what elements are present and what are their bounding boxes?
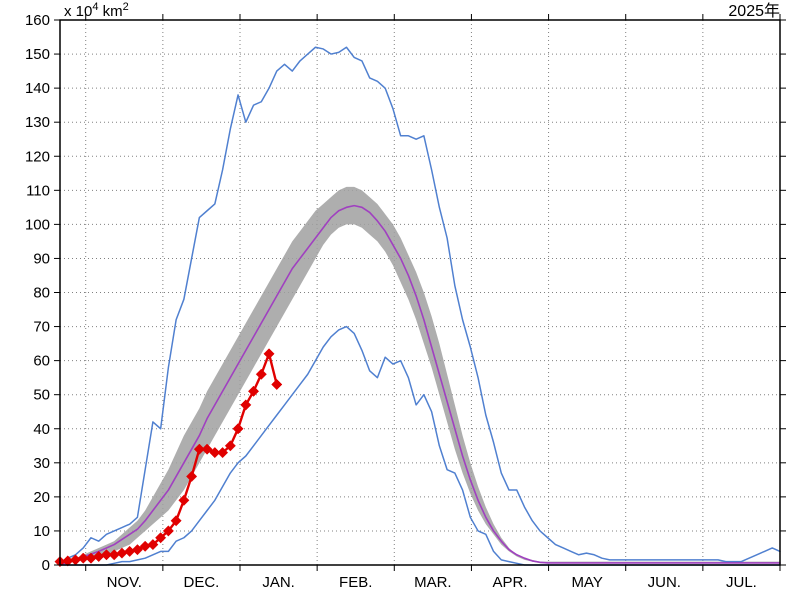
- y-tick-label: 120: [25, 148, 50, 165]
- chart-bg: [0, 0, 800, 600]
- x-month-label: FEB.: [339, 574, 372, 591]
- x-month-label: JUN.: [648, 574, 681, 591]
- y-tick-label: 70: [33, 319, 50, 336]
- x-month-label: APR.: [492, 574, 527, 591]
- y-tick-label: 110: [26, 182, 50, 199]
- y-tick-label: 30: [33, 455, 50, 472]
- y-tick-label: 150: [25, 46, 50, 63]
- y-tick-label: 10: [33, 523, 50, 540]
- x-month-label: MAY: [571, 574, 602, 591]
- y-tick-label: 20: [33, 489, 50, 506]
- y-tick-label: 130: [25, 114, 50, 131]
- x-month-label: MAR.: [414, 574, 452, 591]
- y-tick-label: 50: [33, 387, 50, 404]
- y-tick-label: 140: [25, 80, 50, 97]
- y-tick-label: 40: [33, 421, 50, 438]
- y-tick-label: 90: [33, 250, 50, 267]
- x-month-label: JAN.: [262, 574, 295, 591]
- x-month-label: DEC.: [184, 574, 220, 591]
- y-tick-label: 80: [33, 285, 50, 302]
- y-tick-label: 160: [25, 12, 50, 29]
- chart-title-right: 2025年: [728, 2, 780, 20]
- y-tick-label: 60: [33, 353, 50, 370]
- x-month-label: NOV.: [107, 574, 142, 591]
- y-tick-label: 100: [25, 216, 50, 233]
- sea-ice-chart: 0 10 20 30 40 50 60 70 80 90 100 110 120 130 140 150 160…: [0, 0, 800, 600]
- x-month-label: JUL.: [726, 574, 757, 591]
- y-tick-label: 0: [42, 557, 50, 574]
